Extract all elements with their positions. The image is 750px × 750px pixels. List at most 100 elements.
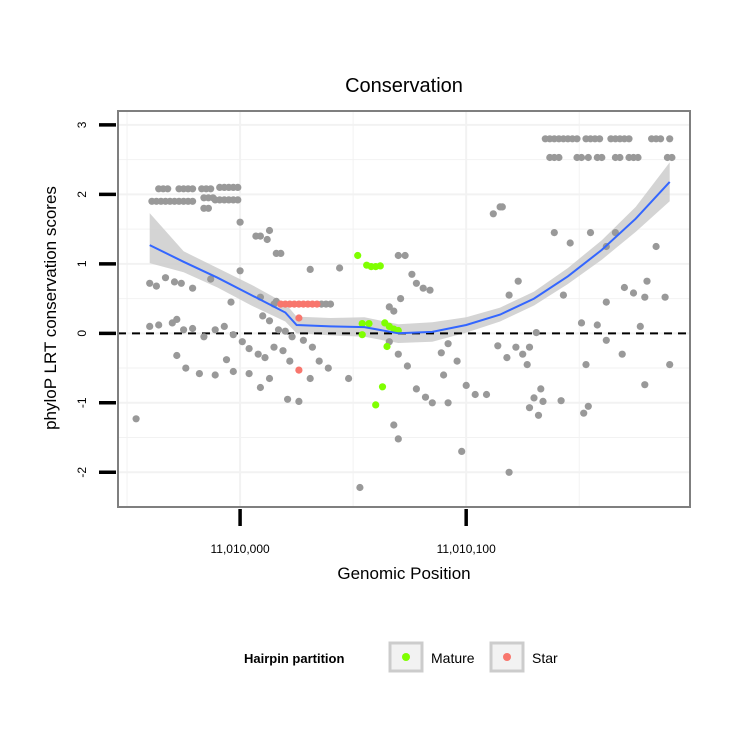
point-other <box>390 421 398 429</box>
point-other <box>458 447 466 455</box>
point-other <box>220 322 228 330</box>
point-other <box>326 300 335 308</box>
point-other <box>207 185 215 193</box>
point-other <box>641 381 649 389</box>
point-other <box>403 362 411 370</box>
point-other <box>577 319 586 327</box>
points-group <box>132 135 676 492</box>
point-other <box>132 415 140 423</box>
point-other <box>519 350 527 358</box>
point-other <box>643 277 651 285</box>
point-other <box>629 289 638 297</box>
point-other <box>582 361 590 369</box>
point-other <box>620 283 629 292</box>
grid <box>118 111 690 507</box>
point-other <box>195 370 203 378</box>
point-other <box>625 135 633 143</box>
point-other <box>173 315 181 323</box>
point-other <box>437 349 445 357</box>
point-other <box>265 317 274 325</box>
point-other <box>598 153 606 162</box>
point-other <box>256 383 264 392</box>
point-other <box>277 249 285 257</box>
panel-background <box>118 111 690 507</box>
point-other <box>512 343 520 351</box>
point-other <box>573 135 581 143</box>
y-axis: -2 -1 0 1 2 3 <box>75 121 116 478</box>
point-other <box>586 229 595 237</box>
y-tick-label: 3 <box>75 121 89 128</box>
panel-border <box>117 110 691 508</box>
confidence-ribbon <box>149 162 670 343</box>
point-mature <box>376 262 384 270</box>
point-other <box>444 399 452 407</box>
point-other <box>390 307 398 315</box>
point-other <box>394 435 402 443</box>
point-other <box>498 203 506 211</box>
y-tick-label: -2 <box>75 467 89 478</box>
point-other <box>584 402 592 410</box>
point-other <box>489 210 497 218</box>
legend-mature-dot <box>402 653 410 661</box>
point-other <box>170 278 179 286</box>
point-other <box>394 350 402 358</box>
point-other <box>525 343 534 351</box>
smooth-line-group <box>149 181 671 335</box>
point-other <box>505 291 513 299</box>
x-axis: 11,010,000 11,010,100 <box>211 509 496 556</box>
point-other <box>412 279 420 287</box>
point-other <box>152 282 160 290</box>
legend-title: Hairpin partition <box>244 651 344 666</box>
point-star <box>295 366 303 374</box>
point-other <box>182 364 190 372</box>
point-other <box>557 397 565 405</box>
point-other <box>444 340 452 348</box>
point-other <box>550 229 558 237</box>
point-other <box>211 371 219 379</box>
point-other <box>270 343 278 351</box>
point-other <box>299 336 307 344</box>
point-other <box>284 395 292 403</box>
point-other <box>336 264 344 272</box>
point-other <box>324 364 332 372</box>
plot-panel <box>117 110 691 508</box>
point-other <box>652 242 660 251</box>
point-other <box>164 185 172 193</box>
point-other <box>236 267 244 275</box>
point-other <box>602 298 610 306</box>
point-other <box>471 390 479 399</box>
point-other <box>155 321 163 329</box>
point-star <box>313 300 321 308</box>
point-other <box>238 338 246 346</box>
point-other <box>616 153 624 162</box>
y-tick-label: -1 <box>75 397 89 408</box>
legend-label-mature: Mature <box>431 650 475 666</box>
point-other <box>204 204 212 212</box>
confidence-ribbon-group <box>149 162 670 343</box>
point-other <box>539 397 547 405</box>
point-other <box>494 342 502 350</box>
point-other <box>245 345 253 353</box>
point-other <box>666 361 674 369</box>
chart-title: Conservation <box>345 75 463 97</box>
point-other <box>161 274 170 282</box>
point-other <box>288 333 296 341</box>
point-other <box>428 399 436 407</box>
point-other <box>505 468 513 476</box>
point-other <box>577 153 586 162</box>
point-other <box>661 293 669 301</box>
point-other <box>177 279 185 287</box>
point-other <box>261 354 269 362</box>
point-mature <box>358 320 366 328</box>
point-other <box>180 326 188 334</box>
point-other <box>593 321 601 329</box>
point-other <box>200 333 208 341</box>
point-mature <box>354 251 362 260</box>
point-other <box>663 153 672 162</box>
point-other <box>634 153 642 162</box>
point-other <box>566 239 574 247</box>
point-other <box>618 350 626 358</box>
point-other <box>532 329 540 337</box>
legend-star-dot <box>503 653 511 661</box>
